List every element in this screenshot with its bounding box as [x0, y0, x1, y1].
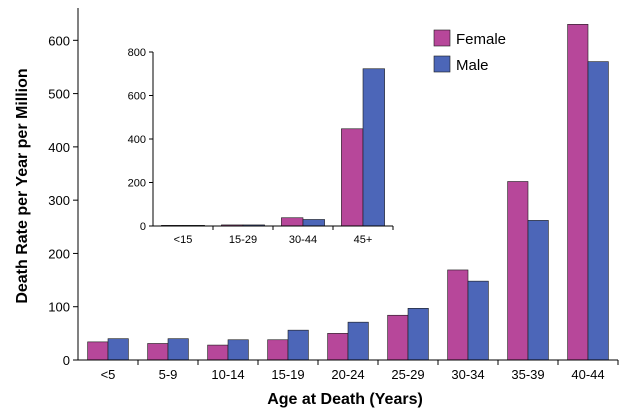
main-x-tick-label: 20-24 [331, 367, 364, 382]
main-y-tick-label: 600 [48, 33, 70, 48]
main-chart: 0 100 200 300 400 500 600 <5 5-9 10-14 15-19 20-24… [14, 8, 619, 408]
main-x-tick-label: 35-39 [511, 367, 544, 382]
main-bar-male-3 [287, 329, 309, 361]
main-bar-female-4 [327, 333, 349, 361]
inset-x-tick-label: <15 [174, 234, 193, 246]
inset-y-ticks: 0 200 400 600 800 [128, 47, 153, 233]
main-y-tick-label: 200 [48, 246, 70, 261]
inset-y-tick-label: 200 [128, 178, 146, 190]
legend-swatch-male [433, 55, 451, 73]
main-x-ticks: <5 5-9 10-14 15-19 20-24 25-29 30-34 35-39 40-44 [101, 360, 619, 382]
inset-x-tick-label: 30-44 [289, 234, 317, 246]
main-bar-female-1 [147, 343, 169, 361]
main-bar-female-6 [447, 269, 469, 361]
main-y-tick-label: 500 [48, 87, 70, 102]
inset-chart: 0 200 400 600 800 <15 15-29 30-44 45+ [128, 47, 394, 246]
main-x-tick-label: 15-19 [271, 367, 304, 382]
main-bar-male-6 [467, 280, 489, 361]
inset-y-tick-label: 400 [128, 134, 146, 146]
inset-x-tick-label: 15-29 [229, 234, 257, 246]
inset-bar-male-3 [362, 68, 385, 227]
main-y-tick-label: 400 [48, 140, 70, 155]
inset-y-tick-label: 0 [140, 221, 146, 233]
main-y-tick-label: 300 [48, 193, 70, 208]
inset-bar-male-2 [302, 219, 325, 227]
main-x-tick-label: 40-44 [571, 367, 604, 382]
inset-bar-female-2 [281, 217, 304, 227]
main-bar-female-2 [207, 344, 229, 361]
main-x-tick-label: 10-14 [211, 367, 244, 382]
main-x-tick-label: 30-34 [451, 367, 484, 382]
main-bar-male-1 [167, 338, 189, 361]
legend-swatch-female [433, 29, 451, 47]
inset-x-ticks: <15 15-29 30-44 45+ [174, 226, 394, 246]
main-y-tick-label: 100 [48, 300, 70, 315]
main-bar-male-2 [227, 339, 249, 361]
main-bar-female-5 [387, 314, 409, 361]
main-bar-female-3 [267, 339, 289, 361]
main-x-tick-label: <5 [101, 367, 116, 382]
main-bars [87, 24, 609, 361]
main-y-tick-label: 0 [63, 353, 70, 368]
main-x-tick-label: 25-29 [391, 367, 424, 382]
main-x-axis-title: Age at Death (Years) [267, 391, 423, 408]
inset-y-tick-label: 600 [128, 91, 146, 103]
main-bar-male-8 [587, 61, 609, 361]
main-x-tick-label: 5-9 [159, 367, 178, 382]
main-bar-female-0 [87, 341, 109, 361]
inset-y-tick-label: 800 [128, 47, 146, 59]
inset-x-tick-label: 45+ [354, 234, 373, 246]
main-y-ticks: 0 100 200 300 400 500 600 [48, 33, 78, 368]
main-bar-male-0 [107, 338, 129, 361]
main-y-axis-title: Death Rate per Year per Million [14, 68, 31, 303]
main-bar-male-4 [347, 321, 369, 361]
main-bar-female-7 [507, 181, 529, 361]
inset-bar-female-3 [341, 128, 364, 227]
main-bar-male-7 [527, 220, 549, 361]
inset-bars [161, 68, 385, 227]
legend-label-female: Female [456, 31, 506, 48]
legend: Female Male [433, 29, 506, 74]
main-bar-male-5 [407, 308, 429, 361]
main-bar-female-8 [567, 24, 589, 361]
legend-label-male: Male [456, 57, 489, 74]
